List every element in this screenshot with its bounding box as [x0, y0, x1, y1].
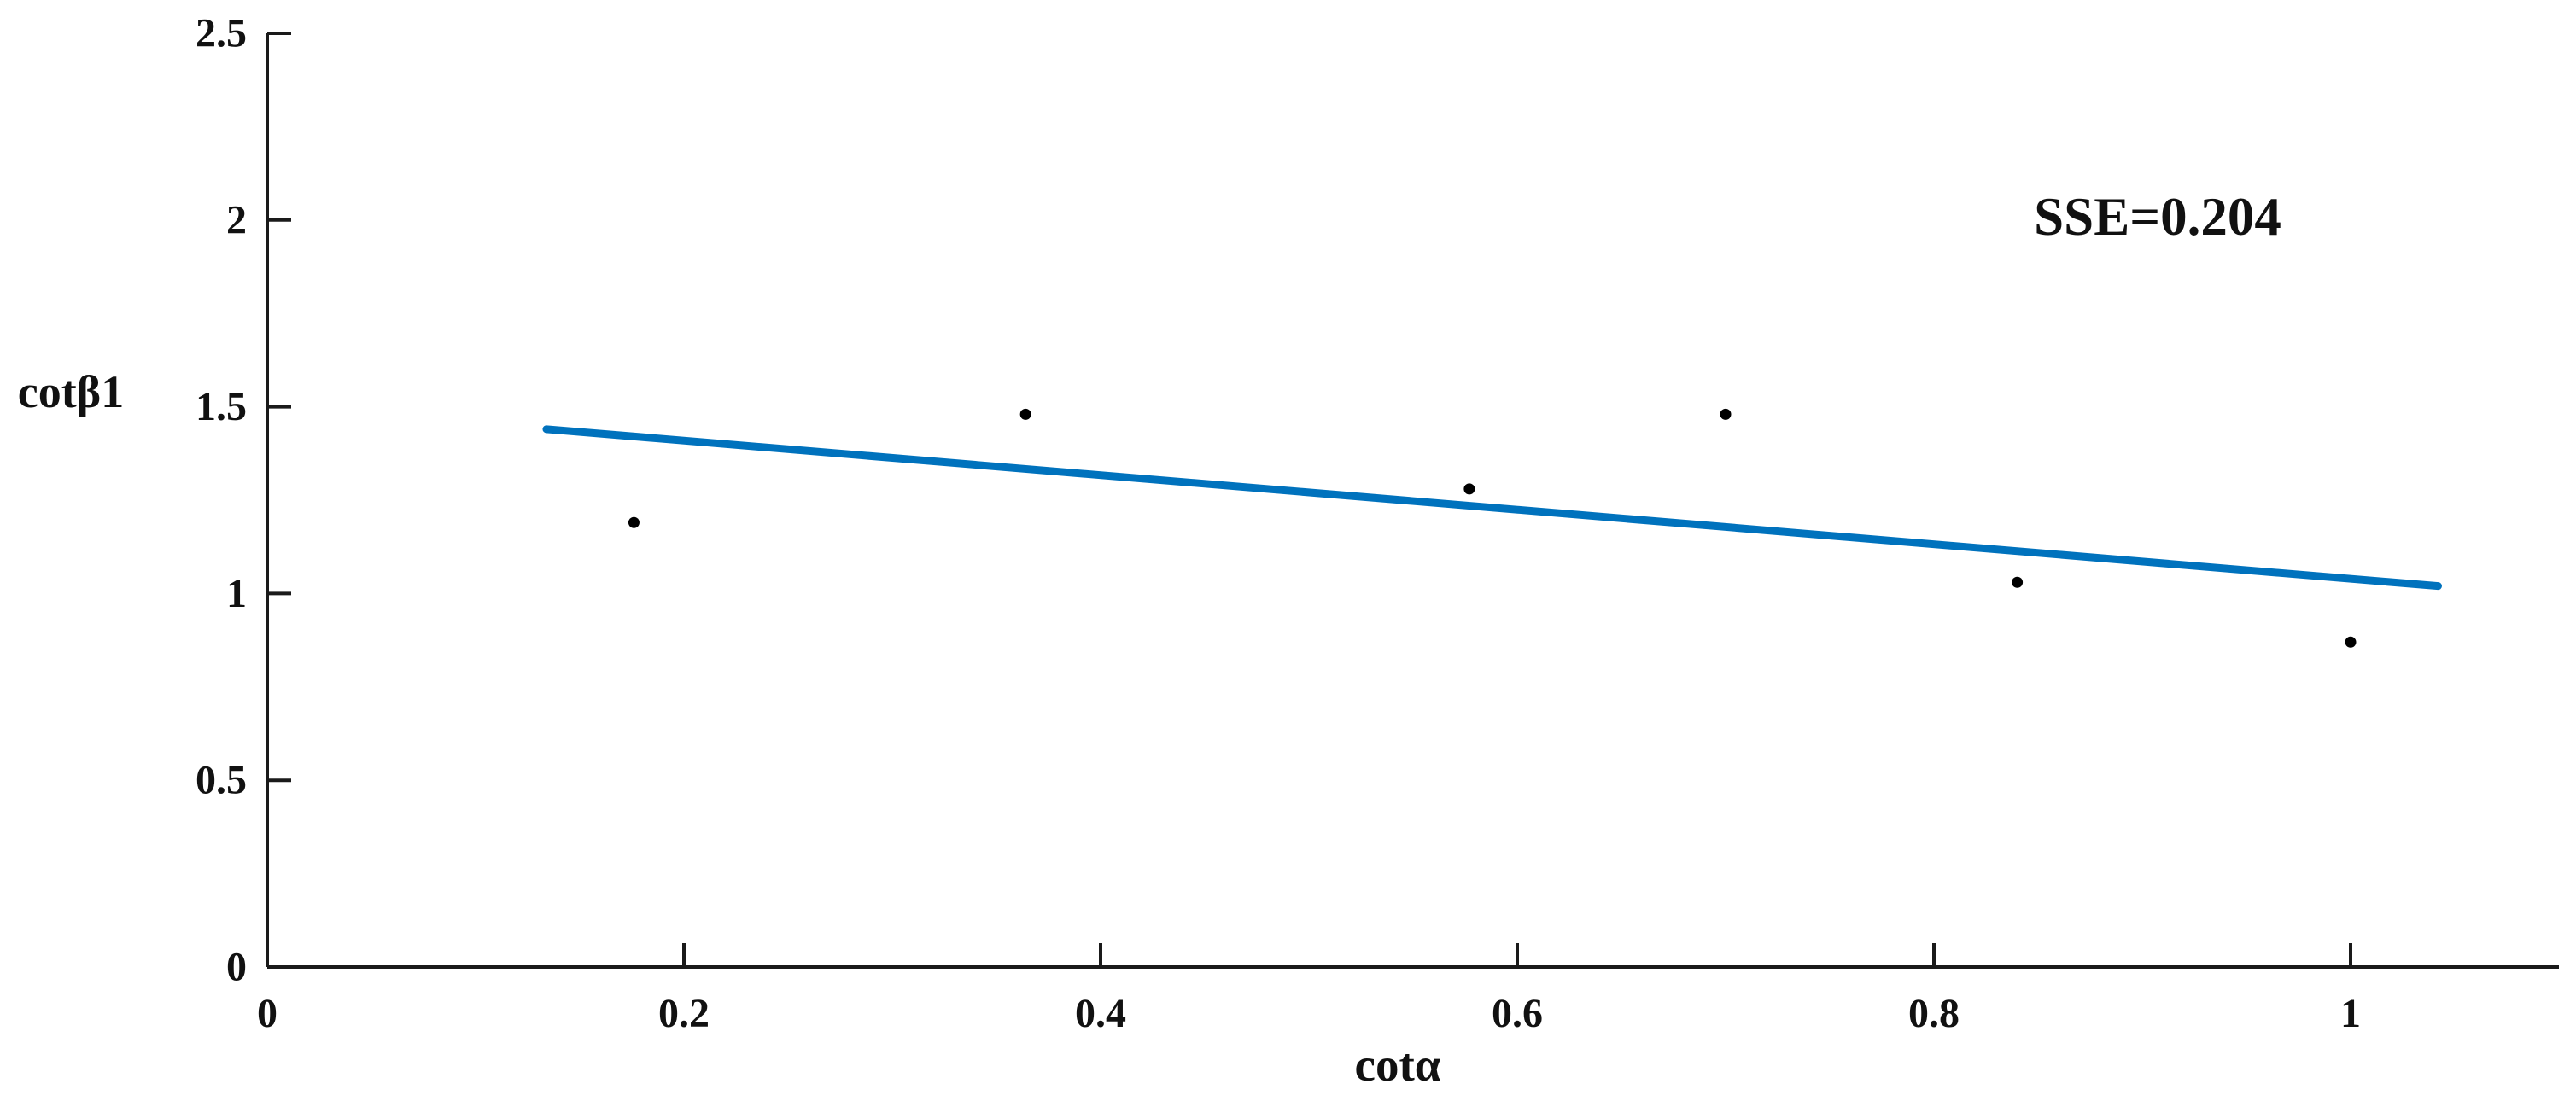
x-tick-label: 0.8 [1908, 991, 1960, 1036]
x-tick-label: 0.4 [1075, 991, 1126, 1036]
y-tick-label: 2.5 [196, 11, 247, 56]
x-tick-label: 0 [257, 991, 277, 1036]
sse-annotation: SSE=0.204 [2034, 187, 2281, 247]
x-tick-label: 1 [2340, 991, 2361, 1036]
y-axis-label: cotβ1 [17, 366, 125, 417]
y-tick-label: 1 [226, 571, 247, 616]
data-point [1019, 408, 1031, 420]
y-tick-label: 1.5 [196, 384, 247, 429]
data-point [628, 516, 640, 528]
data-point [1463, 483, 1475, 495]
data-point [2345, 636, 2357, 648]
y-tick-label: 0.5 [196, 758, 247, 803]
x-axis-label: cotα [1354, 1039, 1441, 1091]
y-tick-label: 2 [226, 197, 247, 242]
fit-line [542, 425, 2442, 591]
x-tick-label: 0.6 [1492, 991, 1543, 1036]
data-point [1720, 408, 1732, 420]
y-tick-label: 0 [226, 945, 247, 990]
data-point [2012, 576, 2024, 588]
x-tick-label: 0.2 [658, 991, 710, 1036]
